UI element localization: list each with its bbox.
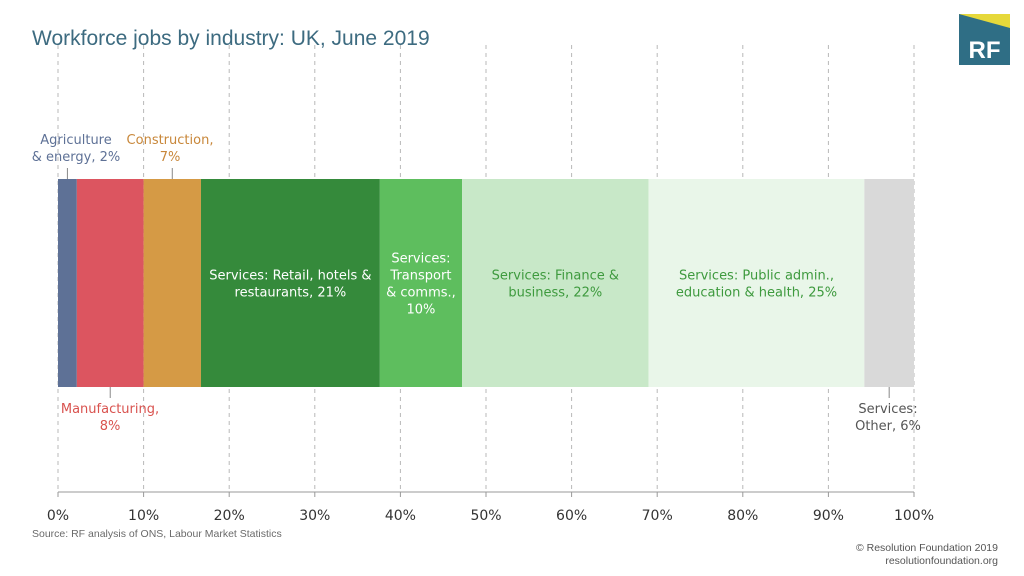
segment-label: Agriculture xyxy=(40,133,112,148)
x-tick-label: 0% xyxy=(47,508,69,524)
segment-label: 7% xyxy=(160,150,181,165)
label-leaders xyxy=(66,168,890,398)
segment-label: restaurants, 21% xyxy=(235,286,347,301)
copyright: © Resolution Foundation 2019 resolutionf… xyxy=(856,542,998,568)
bar-segment xyxy=(143,179,201,387)
x-tick-label: 100% xyxy=(894,508,934,524)
segment-label: Services: xyxy=(858,402,917,417)
bar-segment xyxy=(200,179,380,387)
bar-segment xyxy=(76,179,144,387)
segment-label: Services: xyxy=(391,252,450,267)
segment-label: Manufacturing, xyxy=(61,402,159,417)
segment-label: Services: Public admin., xyxy=(679,269,834,284)
bar-segment xyxy=(648,179,865,387)
x-tick-label: 20% xyxy=(214,508,245,524)
x-tick-label: 90% xyxy=(813,508,844,524)
bar-segment xyxy=(379,179,463,387)
segment-label: Services: Retail, hotels & xyxy=(209,269,371,284)
x-tick-label: 10% xyxy=(128,508,159,524)
bar-segment xyxy=(864,179,914,387)
svg-text:RF: RF xyxy=(969,37,1001,64)
x-axis: 0% 10% 20% 30% 40% 50% 60% 70% 80% 90% 100% xyxy=(47,491,934,524)
segment-label: business, 22% xyxy=(508,286,602,301)
bar-segments xyxy=(58,179,914,387)
copyright-line: © Resolution Foundation 2019 xyxy=(855,542,998,554)
segment-labels: Agriculture & energy, 2% Manufacturing, 8% C… xyxy=(32,133,921,434)
x-tick-label: 30% xyxy=(299,508,330,524)
x-tick-label: 60% xyxy=(556,508,587,524)
source-note: Source: RF analysis of ONS, Labour Marke… xyxy=(32,528,282,540)
x-tick-label: 70% xyxy=(642,508,673,524)
segment-label: Transport xyxy=(389,269,451,284)
segment-label: Services: Finance & xyxy=(492,269,619,284)
x-tick-label: 40% xyxy=(385,508,416,524)
segment-label: 10% xyxy=(406,303,435,318)
bar-segment xyxy=(58,179,77,387)
x-tick-label: 80% xyxy=(727,508,758,524)
chart-title: Workforce jobs by industry: UK, June 201… xyxy=(32,27,430,50)
x-tick-label: 50% xyxy=(470,508,501,524)
segment-label: Other, 6% xyxy=(855,419,921,434)
website-line: resolutionfoundation.org xyxy=(885,555,998,567)
segment-label: & comms., xyxy=(386,286,456,301)
segment-label: education & health, 25% xyxy=(676,286,837,301)
segment-label: 8% xyxy=(100,419,121,434)
resolution-foundation-logo: RF xyxy=(959,14,1010,65)
segment-label: & energy, 2% xyxy=(32,150,120,165)
gridlines xyxy=(57,45,915,492)
bar-segment xyxy=(462,179,649,387)
segment-label: Construction, xyxy=(127,133,214,148)
